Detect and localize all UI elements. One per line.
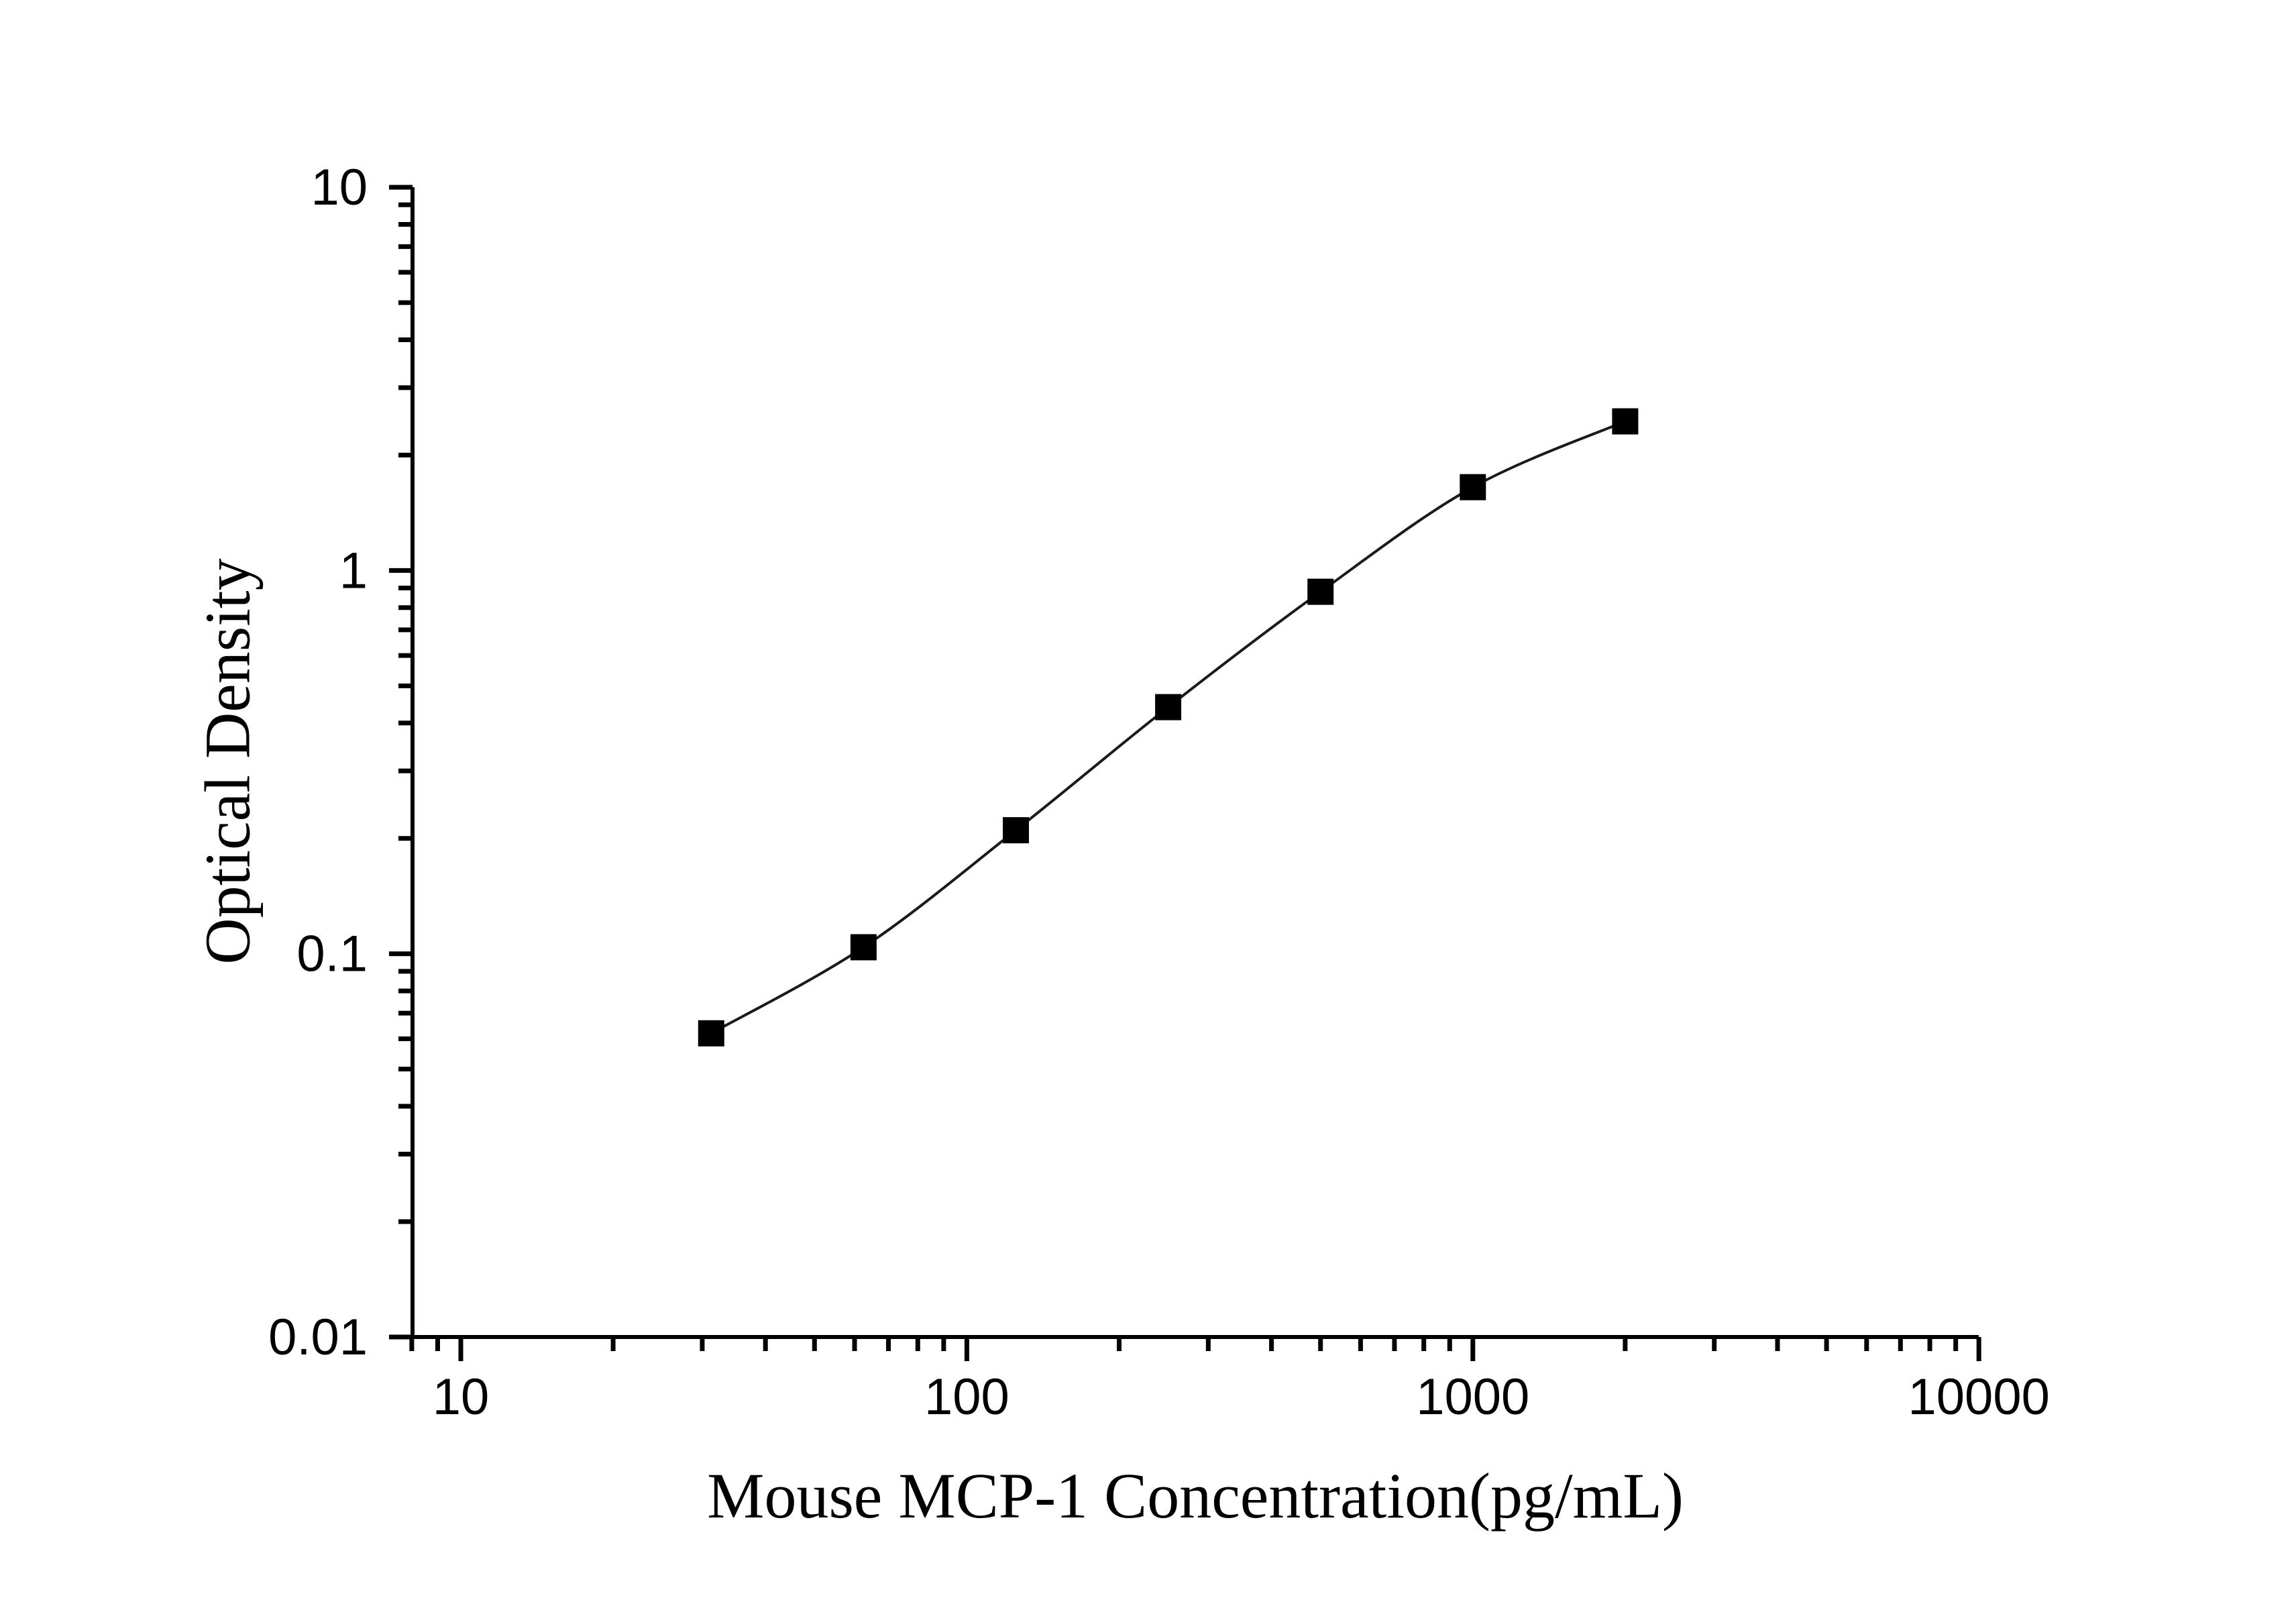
data-point-marker — [1460, 474, 1486, 500]
series-mouse-mcp-1-standard-curve — [698, 408, 1639, 1047]
data-point-marker — [1003, 817, 1029, 844]
y-tick-label: 10 — [311, 159, 368, 216]
x-ticks — [409, 1337, 1981, 1361]
y-tick-label: 0.1 — [296, 926, 368, 983]
data-point-marker — [1612, 408, 1639, 435]
x-tick-label: 10000 — [1908, 1369, 2050, 1426]
y-ticks — [389, 184, 413, 1340]
standard-curve-line — [710, 420, 1626, 1035]
data-point-marker — [698, 1020, 724, 1047]
x-axis-title: Mouse MCP-1 Concentration(pg/mL) — [707, 1460, 1684, 1532]
data-point-marker — [850, 934, 877, 961]
axes — [389, 187, 1979, 1339]
y-tick-label: 1 — [339, 542, 368, 599]
plot-root: 10 100 1000 10000 0.01 0.1 1 10 — [268, 159, 2050, 1426]
data-point-marker — [1307, 578, 1334, 605]
y-tick-labels: 0.01 0.1 1 10 — [268, 159, 368, 1366]
y-axis-title: Optical Density — [192, 558, 264, 964]
x-tick-label: 100 — [924, 1369, 1009, 1426]
x-tick-labels: 10 100 1000 10000 — [433, 1369, 2050, 1426]
y-tick-label: 0.01 — [268, 1309, 368, 1366]
x-tick-label: 10 — [433, 1369, 490, 1426]
data-point-marker — [1155, 694, 1182, 720]
x-tick-label: 1000 — [1416, 1369, 1529, 1426]
